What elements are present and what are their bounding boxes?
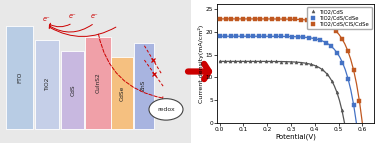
TiO2/CdS/CdSe (296, 36, 300, 38)
Bar (6, 26, 33, 129)
Bar (35, 40, 59, 129)
TiO2/CdS/CIS/CdSe (351, 69, 356, 71)
TiO2/CdS (248, 60, 253, 62)
TiO2/CdS (340, 109, 344, 111)
TiO2/CdS/CIS/CdSe (293, 18, 297, 20)
TiO2/CdS (279, 61, 283, 62)
TiO2/CdS/CIS/CdSe (246, 18, 251, 20)
TiO2/CdS/CdSe (229, 35, 233, 37)
TiO2/CdS/CIS/CdSe (299, 19, 304, 20)
TiO2/CdS (243, 60, 248, 62)
TiO2/CdS/CdSe (312, 38, 317, 39)
TiO2/CdS/CIS/CdSe (345, 50, 350, 52)
TiO2/CdS/CdSe (245, 35, 250, 37)
TiO2/CdS/CIS/CdSe (311, 20, 315, 22)
TiO2/CdS (263, 60, 268, 62)
TiO2/CdS/CIS/CdSe (322, 23, 327, 25)
Bar (111, 57, 133, 129)
TiO2/CdS/CIS/CdSe (258, 18, 263, 20)
TiO2/CdS/CIS/CdSe (253, 18, 257, 20)
TiO2/CdS/CdSe (318, 39, 322, 41)
TiO2/CdS (274, 61, 278, 62)
TiO2/CdS/CdSe (251, 35, 256, 37)
Legend: TiO2/CdS, TiO2/CdS/CdSe, TiO2/CdS/CIS/CdSe: TiO2/CdS, TiO2/CdS/CdSe, TiO2/CdS/CIS/Cd… (307, 7, 372, 29)
TiO2/CdS/CdSe (324, 42, 328, 43)
TiO2/CdS/CdSe (351, 104, 356, 105)
TiO2/CdS (294, 61, 298, 63)
TiO2/CdS (223, 60, 227, 62)
TiO2/CdS (253, 60, 258, 62)
TiO2/CdS/CdSe (346, 78, 350, 80)
Text: ZnS: ZnS (141, 80, 146, 92)
X-axis label: Potential(V): Potential(V) (275, 134, 316, 140)
Text: redox: redox (157, 107, 175, 112)
TiO2/CdS/CdSe (262, 35, 266, 37)
TiO2/CdS/CIS/CdSe (217, 18, 222, 20)
TiO2/CdS/CIS/CdSe (276, 18, 280, 20)
TiO2/CdS (238, 60, 242, 62)
TiO2/CdS/CdSe (240, 35, 244, 37)
TiO2/CdS/CIS/CdSe (328, 26, 333, 27)
TiO2/CdS/CIS/CdSe (229, 18, 234, 20)
TiO2/CdS/CdSe (279, 35, 284, 37)
TiO2/CdS/CdSe (329, 45, 333, 47)
TiO2/CdS/CIS/CdSe (270, 18, 274, 20)
TiO2/CdS/CIS/CdSe (340, 38, 344, 40)
Bar (134, 43, 153, 129)
Line: TiO2/CdS: TiO2/CdS (218, 60, 344, 112)
TiO2/CdS (335, 91, 339, 93)
TiO2/CdS/CIS/CdSe (305, 19, 309, 21)
Bar (85, 37, 111, 129)
TiO2/CdS/CdSe (273, 35, 278, 37)
TiO2/CdS/CdSe (335, 52, 339, 53)
TiO2/CdS/CIS/CdSe (241, 18, 245, 20)
TiO2/CdS/CdSe (284, 36, 289, 37)
TiO2/CdS/CIS/CdSe (357, 100, 362, 102)
TiO2/CdS (233, 60, 237, 62)
TiO2/CdS/CdSe (268, 35, 272, 37)
Text: CdSe: CdSe (119, 85, 124, 101)
TiO2/CdS (258, 60, 263, 62)
Line: TiO2/CdS/CIS/CdSe: TiO2/CdS/CIS/CdSe (218, 17, 361, 103)
Text: e⁻: e⁻ (91, 13, 98, 19)
Text: CuInS2: CuInS2 (95, 73, 101, 93)
TiO2/CdS/CIS/CdSe (223, 18, 228, 20)
TiO2/CdS/CIS/CdSe (334, 30, 338, 32)
TiO2/CdS (299, 62, 304, 63)
TiO2/CdS (217, 60, 222, 62)
Bar (61, 51, 84, 129)
TiO2/CdS (284, 61, 288, 62)
TiO2/CdS (314, 65, 319, 67)
Y-axis label: Current density(mA/cm²): Current density(mA/cm²) (198, 24, 204, 103)
TiO2/CdS (330, 80, 334, 82)
Line: TiO2/CdS/CdSe: TiO2/CdS/CdSe (218, 35, 355, 106)
TiO2/CdS/CdSe (257, 35, 261, 37)
TiO2/CdS/CIS/CdSe (235, 18, 239, 20)
TiO2/CdS (324, 73, 329, 75)
TiO2/CdS/CdSe (223, 35, 228, 37)
TiO2/CdS (319, 68, 324, 70)
TiO2/CdS/CdSe (340, 62, 345, 63)
TiO2/CdS/CdSe (301, 36, 306, 38)
Text: FTO: FTO (17, 72, 22, 83)
Text: CdS: CdS (70, 84, 75, 96)
TiO2/CdS/CdSe (217, 35, 222, 37)
TiO2/CdS (228, 60, 232, 62)
TiO2/CdS (309, 64, 314, 65)
TiO2/CdS/CdSe (234, 35, 239, 37)
TiO2/CdS/CdSe (290, 36, 294, 37)
TiO2/CdS/CIS/CdSe (287, 18, 292, 20)
TiO2/CdS (268, 61, 273, 62)
TiO2/CdS (289, 61, 293, 63)
Text: TiO2: TiO2 (45, 78, 50, 91)
TiO2/CdS/CIS/CdSe (264, 18, 268, 20)
TiO2/CdS/CIS/CdSe (282, 18, 286, 20)
TiO2/CdS/CIS/CdSe (316, 21, 321, 23)
TiO2/CdS (304, 62, 308, 64)
TiO2/CdS/CdSe (307, 37, 311, 39)
Ellipse shape (149, 99, 183, 120)
Text: e⁻: e⁻ (69, 13, 76, 19)
Text: e⁻: e⁻ (43, 16, 51, 22)
